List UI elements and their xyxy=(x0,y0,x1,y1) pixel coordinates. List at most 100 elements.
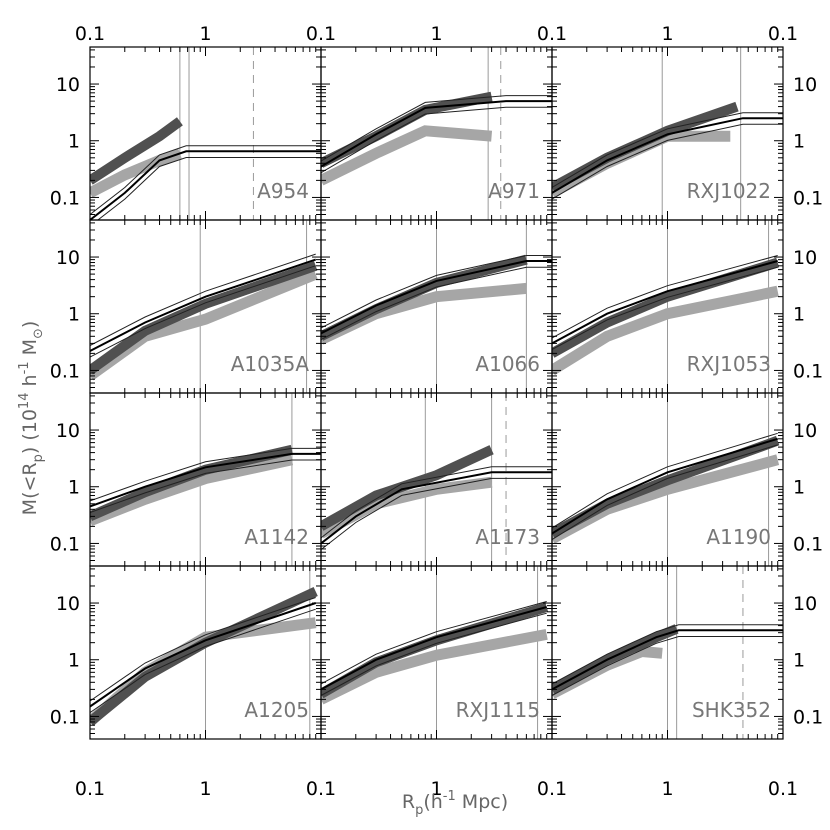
y-tick-label: 10 xyxy=(793,247,817,269)
model-upper-envelope xyxy=(552,255,778,339)
panel-label: A954 xyxy=(257,179,309,203)
y-tick-label: 0.1 xyxy=(50,360,80,382)
y-tick-label: 0.1 xyxy=(793,706,823,728)
model-upper-envelope xyxy=(90,597,316,702)
panel-a1205: A1205 xyxy=(89,565,322,740)
x-tick-label: 0.1 xyxy=(768,23,798,45)
model-profile-line xyxy=(552,117,783,194)
x-tick-label: 1 xyxy=(430,778,442,800)
light-mass-band xyxy=(321,125,493,186)
model-profile-line xyxy=(90,150,321,220)
panel-label: A1035A xyxy=(231,352,310,376)
panel-shk352: SHK352 xyxy=(551,565,784,740)
y-tick-label: 1 xyxy=(793,131,805,153)
panel-label: A1142 xyxy=(244,525,309,549)
panel-a971: A971 xyxy=(320,46,553,221)
y-tick-label: 10 xyxy=(56,420,80,442)
panel-rxj1115: RXJ1115 xyxy=(320,565,553,740)
y-tick-label: 1 xyxy=(793,477,805,499)
model-profile-line xyxy=(90,258,317,352)
light-mass-band xyxy=(552,285,779,376)
panel-label: SHK352 xyxy=(692,698,771,722)
model-upper-envelope xyxy=(321,255,552,329)
dark-mass-band xyxy=(321,445,494,531)
model-upper-envelope xyxy=(90,253,316,346)
light-mass-band xyxy=(321,282,527,345)
y-tick-label: 10 xyxy=(56,247,80,269)
panel-rxj1022: RXJ1022 xyxy=(551,46,784,221)
y-tick-label: 0.1 xyxy=(793,533,823,555)
x-tick-label: 1 xyxy=(430,23,442,45)
dark-mass-band xyxy=(321,602,549,699)
dark-mass-band xyxy=(552,101,739,192)
panel-label: A1190 xyxy=(706,525,771,549)
y-tick-label: 10 xyxy=(793,593,817,615)
panels-group: A954 A971 RXJ1022 A1035A A1066 RXJ1053 A1142 A1… xyxy=(89,46,784,740)
y-tick-label: 0.1 xyxy=(793,187,823,209)
model-profile-line xyxy=(552,260,778,345)
y-tick-label: 10 xyxy=(56,74,80,96)
x-tick-label: 0.1 xyxy=(75,23,105,45)
model-lower-envelope xyxy=(97,157,321,220)
panel-label: RXJ1053 xyxy=(687,352,771,376)
y-tick-label: 1 xyxy=(793,650,805,672)
model-upper-envelope xyxy=(321,466,552,539)
panel-rxj1053: RXJ1053 xyxy=(551,219,784,394)
model-lower-envelope xyxy=(90,265,316,358)
dark-mass-band xyxy=(90,117,183,185)
panel-a1173: A1173 xyxy=(320,392,553,567)
x-tick-label: 0.1 xyxy=(75,778,105,800)
model-profile-line xyxy=(321,260,552,335)
model-lower-envelope xyxy=(321,477,552,550)
x-tick-label: 1 xyxy=(199,778,211,800)
model-lower-envelope xyxy=(552,266,778,350)
model-upper-envelope xyxy=(321,95,552,162)
y-axis-title: M(<Rp) (1014 h-1 M⊙) xyxy=(17,321,46,516)
model-profile-line xyxy=(321,471,552,545)
model-upper-envelope xyxy=(321,601,547,685)
panel-a1066: A1066 xyxy=(320,219,553,394)
y-tick-label: 0.1 xyxy=(793,360,823,382)
dark-mass-band xyxy=(552,257,780,358)
model-lower-envelope xyxy=(321,612,547,696)
model-lower-envelope xyxy=(90,608,316,714)
model-lower-envelope xyxy=(552,123,783,200)
panel-a1035a: A1035A xyxy=(89,219,322,394)
dark-mass-band xyxy=(90,586,318,726)
x-tick-label: 0.1 xyxy=(537,23,567,45)
model-profile-line xyxy=(552,437,778,535)
y-tick-label: 1 xyxy=(68,304,80,326)
x-tick-label: 0.1 xyxy=(306,778,336,800)
x-tick-label: 1 xyxy=(199,23,211,45)
model-upper-envelope xyxy=(552,432,778,529)
model-upper-envelope xyxy=(552,624,783,685)
model-profile-line xyxy=(552,629,783,691)
model-lower-envelope xyxy=(552,444,778,541)
y-tick-label: 1 xyxy=(68,650,80,672)
x-tick-label: 0.1 xyxy=(306,23,336,45)
panel-label: A1205 xyxy=(244,698,309,722)
x-axis-title: Rp(h-1 Mpc) xyxy=(402,789,508,818)
panel-a1142: A1142 xyxy=(89,392,322,567)
model-profile-line xyxy=(90,602,317,708)
y-tick-label: 0.1 xyxy=(50,187,80,209)
panel-label: A1066 xyxy=(475,352,540,376)
panel-a954: A954 xyxy=(89,46,322,221)
panel-a1190: A1190 xyxy=(551,392,784,567)
model-upper-envelope xyxy=(90,447,321,502)
y-tick-label: 1 xyxy=(68,477,80,499)
y-tick-label: 10 xyxy=(56,593,80,615)
model-lower-envelope xyxy=(90,459,321,513)
light-mass-band xyxy=(90,454,294,527)
y-tick-label: 10 xyxy=(793,420,817,442)
model-lower-envelope xyxy=(552,636,783,696)
x-tick-label: 0.1 xyxy=(537,778,567,800)
model-upper-envelope xyxy=(90,145,321,215)
panel-label: RXJ1115 xyxy=(456,698,540,722)
y-tick-label: 10 xyxy=(793,74,817,96)
light-mass-band xyxy=(321,628,548,705)
panel-label: RXJ1022 xyxy=(687,179,771,203)
panel-label: A971 xyxy=(488,179,540,203)
